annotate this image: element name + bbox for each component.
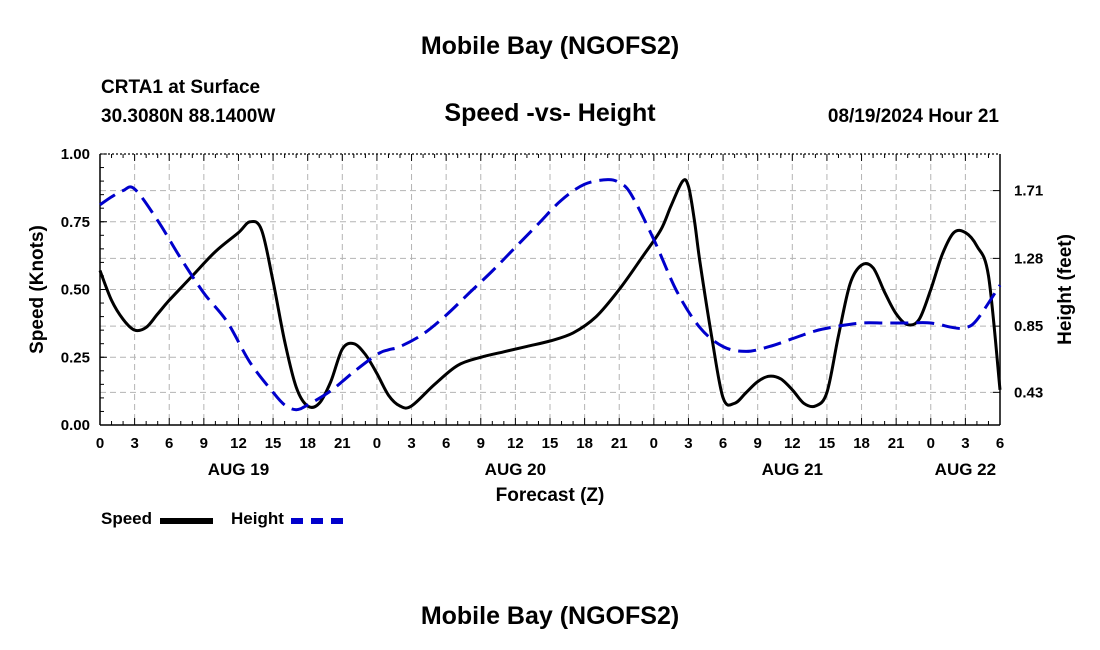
legend-speed-swatch — [160, 518, 213, 524]
x-tick-label: 21 — [888, 435, 905, 452]
x-tick-label: 9 — [754, 435, 762, 452]
x-tick-label: 18 — [853, 435, 870, 452]
chart-subtitle: Speed -vs- Height — [444, 99, 656, 127]
x-axis-title: Forecast (Z) — [496, 485, 605, 506]
x-tick-label: 12 — [784, 435, 801, 452]
x-tick-label: 0 — [96, 435, 104, 452]
x-tick-label: 6 — [165, 435, 173, 452]
x-tick-label: 0 — [650, 435, 658, 452]
y-tick-label: 0.75 — [61, 214, 90, 231]
y2-axis-title: Height (feet) — [1055, 234, 1076, 345]
x-tick-label: 3 — [407, 435, 415, 452]
x-tick-label: 12 — [230, 435, 247, 452]
x-tick-label: 6 — [719, 435, 727, 452]
x-tick-label: 15 — [265, 435, 282, 452]
legend-height-swatch — [291, 518, 343, 524]
legend-height-label: Height — [231, 509, 284, 528]
y-tick-label: 1.00 — [61, 146, 90, 163]
y-tick-label: 0.50 — [61, 282, 90, 299]
x-tick-label: 15 — [542, 435, 559, 452]
y-tick-label: 0.00 — [61, 417, 90, 434]
date-label: AUG 21 — [762, 460, 823, 479]
forecast-datetime: 08/19/2024 Hour 21 — [827, 106, 999, 127]
y2-tick-label: 0.43 — [1014, 384, 1043, 401]
y-tick-label: 0.25 — [61, 349, 90, 366]
x-tick-label: 21 — [334, 435, 351, 452]
x-tick-label: 0 — [927, 435, 935, 452]
x-tick-label: 12 — [507, 435, 524, 452]
x-tick-label: 18 — [299, 435, 316, 452]
x-tick-label: 15 — [819, 435, 836, 452]
footer-title: Mobile Bay (NGOFS2) — [420, 602, 680, 630]
x-tick-label: 0 — [373, 435, 381, 452]
date-label: AUG 22 — [935, 460, 996, 479]
height-series-line — [99, 178, 1002, 412]
x-tick-label: 9 — [477, 435, 485, 452]
date-label: AUG 20 — [485, 460, 546, 479]
x-tick-label: 21 — [611, 435, 628, 452]
x-tick-label: 9 — [200, 435, 208, 452]
page-title: Mobile Bay (NGOFS2) — [420, 32, 680, 60]
y2-tick-label: 0.85 — [1014, 318, 1043, 335]
speed-series-line — [98, 178, 1002, 410]
x-tick-label: 3 — [961, 435, 969, 452]
x-tick-label: 18 — [576, 435, 593, 452]
x-tick-label: 6 — [442, 435, 450, 452]
station-label: CRTA1 at Surface — [101, 77, 261, 98]
legend-speed-label: Speed — [101, 509, 153, 528]
date-label: AUG 19 — [208, 460, 269, 479]
x-tick-label: 6 — [996, 435, 1004, 452]
coordinates-label: 30.3080N 88.1400W — [101, 106, 276, 127]
x-tick-label: 3 — [684, 435, 692, 452]
y2-tick-label: 1.28 — [1014, 250, 1043, 267]
y2-tick-label: 1.71 — [1014, 183, 1043, 200]
x-tick-label: 3 — [130, 435, 138, 452]
y-axis-title: Speed (Knots) — [27, 225, 48, 354]
